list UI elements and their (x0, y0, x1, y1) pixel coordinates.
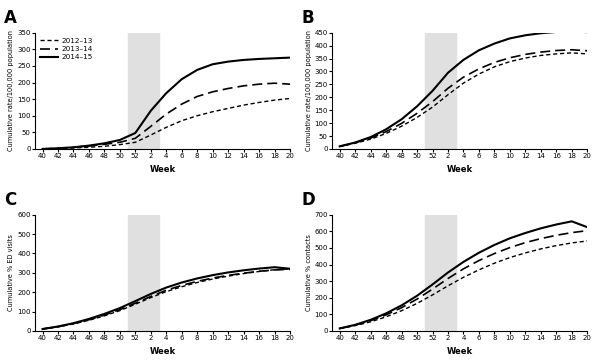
Y-axis label: Cumulative % ED visits: Cumulative % ED visits (8, 234, 14, 311)
X-axis label: Week: Week (446, 347, 473, 356)
Text: A: A (4, 9, 17, 27)
X-axis label: Week: Week (446, 165, 473, 174)
Bar (425, 33, 456, 149)
Legend: 2012–13, 2013–14, 2014–15: 2012–13, 2013–14, 2014–15 (38, 36, 94, 62)
Bar (425, 215, 456, 331)
X-axis label: Week: Week (149, 347, 175, 356)
Text: B: B (301, 9, 314, 27)
Y-axis label: Cumulative rate/100,000 population: Cumulative rate/100,000 population (305, 30, 311, 151)
Bar (128, 215, 158, 331)
Text: D: D (301, 191, 315, 209)
X-axis label: Week: Week (149, 165, 175, 174)
Y-axis label: Cumulative % contacts: Cumulative % contacts (305, 234, 311, 311)
Text: C: C (4, 191, 16, 209)
Y-axis label: Cumulative rate/100,000 population: Cumulative rate/100,000 population (8, 30, 14, 151)
Bar (128, 33, 158, 149)
